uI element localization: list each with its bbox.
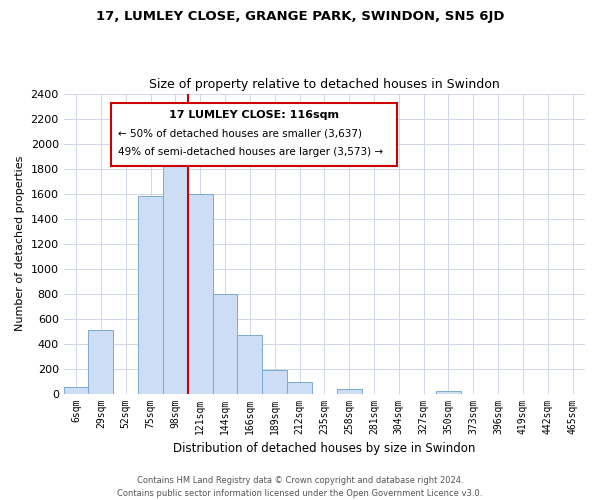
Bar <box>88 330 113 394</box>
Y-axis label: Number of detached properties: Number of detached properties <box>15 156 25 331</box>
Title: Size of property relative to detached houses in Swindon: Size of property relative to detached ho… <box>149 78 500 91</box>
Bar <box>64 386 88 394</box>
Text: Contains HM Land Registry data © Crown copyright and database right 2024.
Contai: Contains HM Land Registry data © Crown c… <box>118 476 482 498</box>
X-axis label: Distribution of detached houses by size in Swindon: Distribution of detached houses by size … <box>173 442 476 455</box>
Bar <box>238 335 262 394</box>
Bar <box>436 391 461 394</box>
Bar <box>188 194 212 394</box>
Bar <box>163 148 188 394</box>
Bar <box>337 389 362 394</box>
Text: 17 LUMLEY CLOSE: 116sqm: 17 LUMLEY CLOSE: 116sqm <box>169 110 339 120</box>
Text: ← 50% of detached houses are smaller (3,637): ← 50% of detached houses are smaller (3,… <box>118 128 362 138</box>
Text: 49% of semi-detached houses are larger (3,573) →: 49% of semi-detached houses are larger (… <box>118 147 383 157</box>
Bar <box>138 196 163 394</box>
Bar <box>287 382 312 394</box>
Bar <box>262 370 287 394</box>
Bar <box>212 294 238 394</box>
Text: 17, LUMLEY CLOSE, GRANGE PARK, SWINDON, SN5 6JD: 17, LUMLEY CLOSE, GRANGE PARK, SWINDON, … <box>96 10 504 23</box>
FancyBboxPatch shape <box>110 102 397 166</box>
